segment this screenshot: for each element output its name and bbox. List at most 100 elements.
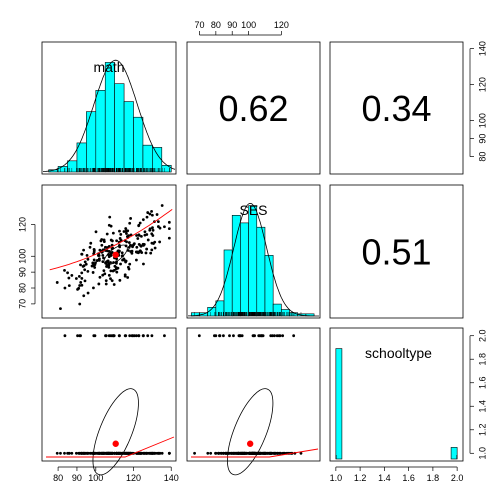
scatter-point <box>92 334 96 338</box>
scatter-point <box>97 451 101 455</box>
tick-label: 90 <box>72 473 82 483</box>
x-axis-bottom-math: 80 90 100 120 140 <box>53 466 179 483</box>
scatter-point <box>258 451 261 455</box>
scatter-point <box>112 334 116 338</box>
scatter-point <box>143 233 147 237</box>
scatter-point <box>153 451 157 455</box>
histogram-bar <box>95 90 106 173</box>
scatter-point <box>96 254 100 257</box>
histogram-bar <box>123 101 134 173</box>
scatter-point <box>137 233 141 237</box>
scatter-point <box>83 268 87 272</box>
scatter-point <box>144 251 148 255</box>
scatter-point <box>112 283 116 286</box>
scatter-point <box>63 268 66 272</box>
scatter-point <box>150 334 154 338</box>
scatter-point <box>261 334 265 338</box>
scatter-point <box>63 286 67 290</box>
scatter-point <box>59 307 62 311</box>
scatter-point <box>148 227 152 231</box>
scatter-point <box>151 226 154 230</box>
scatter-point <box>137 223 141 227</box>
tick-label: 90 <box>477 134 487 144</box>
scatter-point <box>80 276 84 280</box>
scatter-point <box>86 257 90 261</box>
histogram-bar <box>335 348 343 460</box>
scatter-point <box>101 273 105 277</box>
scatter-point <box>244 451 247 455</box>
scatter-point <box>97 282 101 286</box>
scatter-point <box>97 258 101 262</box>
scatter-point <box>128 262 132 266</box>
scatter-point <box>63 451 66 455</box>
tick-label: 1.8 <box>427 473 440 483</box>
scatter-point <box>153 240 157 244</box>
scatter-point <box>129 217 133 220</box>
scatter-point <box>158 240 162 244</box>
panel-frame-1-2 <box>329 184 464 319</box>
scatter-point <box>102 238 106 242</box>
tick-label: 1.8 <box>477 353 487 366</box>
scatter-point <box>104 282 108 286</box>
scatter-point <box>141 334 145 338</box>
scatter-point <box>128 334 132 338</box>
tick-label: 100 <box>477 113 487 128</box>
scatter-point <box>127 241 131 244</box>
scatter-point <box>292 334 296 338</box>
scatter-point <box>114 266 118 269</box>
scatter-point <box>89 241 93 245</box>
scatter-point <box>230 451 234 455</box>
scatter-point <box>104 334 108 338</box>
scatter-point <box>127 245 131 249</box>
scatter-point <box>155 451 159 455</box>
loess-curve <box>191 448 319 458</box>
scatter-point <box>139 244 143 248</box>
tick-label: 2.0 <box>477 329 487 342</box>
scatter-point <box>86 451 90 455</box>
x-axis-top-SES: 70 80 90 100 120 <box>194 20 289 36</box>
scatter-point <box>167 227 171 231</box>
scatter-point <box>77 451 81 455</box>
tick-label: 2.0 <box>451 473 464 483</box>
scatter-point <box>80 451 84 455</box>
rug-math <box>57 168 170 172</box>
scatter-point <box>107 273 111 277</box>
scatter-point <box>125 451 129 455</box>
tick-label: 70 <box>194 20 204 30</box>
scatter-point <box>110 239 114 243</box>
scatter-point <box>134 334 138 338</box>
tick-label: 80 <box>53 473 63 483</box>
scatter-point <box>92 248 96 252</box>
scatter-point <box>129 243 132 247</box>
tick-label: 80 <box>17 283 27 293</box>
correlation-ellipse <box>92 388 139 476</box>
scatter-point <box>82 248 85 252</box>
scatter-point <box>110 250 114 254</box>
scatter-point <box>109 224 113 228</box>
scatter-point <box>197 334 201 338</box>
scatter-point <box>88 245 92 249</box>
scatter-point <box>74 451 78 455</box>
scatter-point <box>55 281 59 284</box>
scatter-point <box>74 277 78 280</box>
tick-label: 90 <box>17 267 27 277</box>
scatter-point <box>94 230 98 234</box>
scatter-point <box>109 277 112 281</box>
scatter-point <box>78 302 82 306</box>
scatter-point <box>155 213 159 216</box>
correlation-value: 0.62 <box>218 88 288 129</box>
loess-curve <box>49 209 173 271</box>
rug-schooltype <box>335 455 458 459</box>
correlation-value: 0.34 <box>361 88 431 129</box>
scatter-point <box>218 451 222 455</box>
scatter-point <box>151 228 155 232</box>
y-axis-left-SES: 70 80 90 100 120 <box>17 217 36 309</box>
scatter-point <box>299 451 303 455</box>
scatter-point <box>125 240 128 244</box>
tick-label: 1.6 <box>402 473 415 483</box>
scatter-point <box>167 236 171 240</box>
scatter-point <box>98 275 102 279</box>
scatter-point <box>82 294 86 298</box>
scatter-point <box>110 334 114 338</box>
